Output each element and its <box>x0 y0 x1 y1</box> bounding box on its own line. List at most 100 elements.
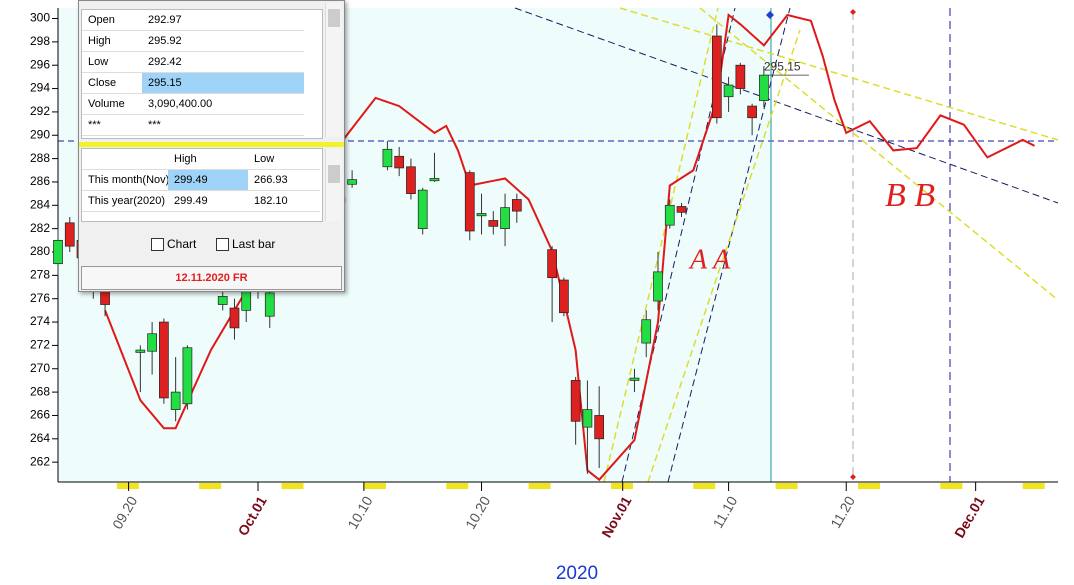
range-value: 182.10 <box>254 195 288 207</box>
y-tick-label: 272 <box>30 338 50 352</box>
x-tick-label: Nov.01 <box>598 493 634 540</box>
splitter <box>79 142 344 147</box>
y-tick-label: 288 <box>30 151 50 165</box>
candle-body <box>547 249 557 279</box>
candle-body <box>135 349 146 353</box>
x-tick-label: 09.20 <box>109 493 140 532</box>
row-label: Close <box>88 77 117 89</box>
y-tick-label: 290 <box>30 127 50 141</box>
marker <box>766 11 774 19</box>
x-tick-label: Dec.01 <box>951 493 988 540</box>
candle-body <box>570 380 581 422</box>
weekend-marker <box>940 483 963 489</box>
candle-body <box>711 35 722 119</box>
checkbox-label: Last bar <box>232 237 276 251</box>
column-header: High <box>174 153 197 165</box>
candle-body <box>559 279 569 314</box>
table-row: *** *** <box>82 115 304 136</box>
candle-body <box>511 199 522 212</box>
ohlc-table: Open 292.97 High 295.92 Low 292.42 Close 295.15… <box>81 9 323 139</box>
candle-body <box>594 415 605 440</box>
candle-body <box>735 64 746 89</box>
candle-body <box>147 333 157 352</box>
checkbox[interactable]: Chart <box>151 237 196 251</box>
data-window: Open 292.97 High 295.92 Low 292.42 Close 295.15… <box>78 0 345 292</box>
y-tick-label: 268 <box>30 384 50 398</box>
candle-body <box>429 178 440 182</box>
candle-body <box>170 391 181 410</box>
candle-body <box>182 347 193 405</box>
candle-body <box>641 319 652 344</box>
weekend-marker <box>116 483 139 489</box>
weekend-marker <box>693 483 716 489</box>
table-row: Open 292.97 <box>82 10 304 31</box>
candle-body <box>406 166 416 194</box>
weekend-marker <box>363 483 386 489</box>
range-table: High Low This month(Nov) 299.49 266.93 This y… <box>81 148 323 222</box>
candle-body <box>382 148 393 168</box>
scrollbar[interactable] <box>325 3 342 137</box>
trend-line <box>514 7 1059 204</box>
table-row: Low 292.42 <box>82 52 304 73</box>
row-value: 295.92 <box>148 35 182 47</box>
candle-body <box>664 204 675 226</box>
y-tick-label: 284 <box>30 197 50 211</box>
weekend-marker <box>199 483 222 489</box>
table-row: Volume 3,090,400.00 <box>82 94 304 115</box>
candle-body <box>759 74 769 101</box>
trend-line <box>621 7 736 483</box>
candle-body <box>217 296 228 305</box>
row-label: This year(2020) <box>88 195 166 207</box>
y-tick-label: 278 <box>30 268 50 282</box>
candle-body <box>723 84 734 98</box>
weekend-marker <box>446 483 469 489</box>
row-value: 292.42 <box>148 56 182 68</box>
row-value: 295.15 <box>142 73 304 93</box>
future-background <box>771 8 1058 482</box>
candle-body <box>488 220 499 227</box>
last-price-label: 295.15 <box>764 59 801 73</box>
candle-body <box>582 409 593 428</box>
x-axis-label: 2020 <box>556 563 598 584</box>
x-tick-label: 10.20 <box>462 493 493 532</box>
trend-line <box>647 29 801 483</box>
candle-body <box>653 271 663 302</box>
table-row: High 295.92 <box>82 31 304 52</box>
y-tick-label: 264 <box>30 431 50 445</box>
x-tick-label: 10.10 <box>344 493 375 532</box>
candle-body <box>629 377 640 381</box>
candle-body <box>264 292 275 317</box>
row-label: Open <box>88 14 115 26</box>
y-tick-label: 300 <box>30 11 50 25</box>
x-tick-label: Oct.01 <box>235 493 270 538</box>
candle-body <box>53 239 63 265</box>
row-value: 292.97 <box>148 14 182 26</box>
trend-line <box>603 7 719 483</box>
scrollbar[interactable] <box>325 149 342 221</box>
table-header: High Low <box>82 149 320 170</box>
y-tick-label: 266 <box>30 408 50 422</box>
annotation: A A <box>688 244 731 275</box>
candle-body <box>676 206 687 213</box>
weekend-marker <box>610 483 633 489</box>
checkbox[interactable]: Last bar <box>216 237 275 251</box>
drawings <box>58 7 1059 483</box>
candle-body <box>747 105 757 119</box>
y-tick-label: 294 <box>30 81 50 95</box>
row-value: *** <box>148 119 161 131</box>
candle-body <box>417 189 428 230</box>
checkbox-label: Chart <box>167 237 197 251</box>
table-row: This year(2020) 299.49 182.10 <box>82 191 320 212</box>
weekend-marker <box>281 483 304 489</box>
status-bar: 12.11.2020 FR <box>81 266 342 290</box>
range-value: 299.49 <box>174 195 208 207</box>
y-tick-label: 262 <box>30 454 50 468</box>
x-tick-label: 11.10 <box>710 493 741 531</box>
y-tick-label: 286 <box>30 174 50 188</box>
table-row: Close 295.15 <box>82 73 304 94</box>
candle-body <box>394 155 405 169</box>
y-tick-label: 280 <box>30 244 50 258</box>
annotation: B B <box>885 177 935 214</box>
y-tick-label: 282 <box>30 221 50 235</box>
